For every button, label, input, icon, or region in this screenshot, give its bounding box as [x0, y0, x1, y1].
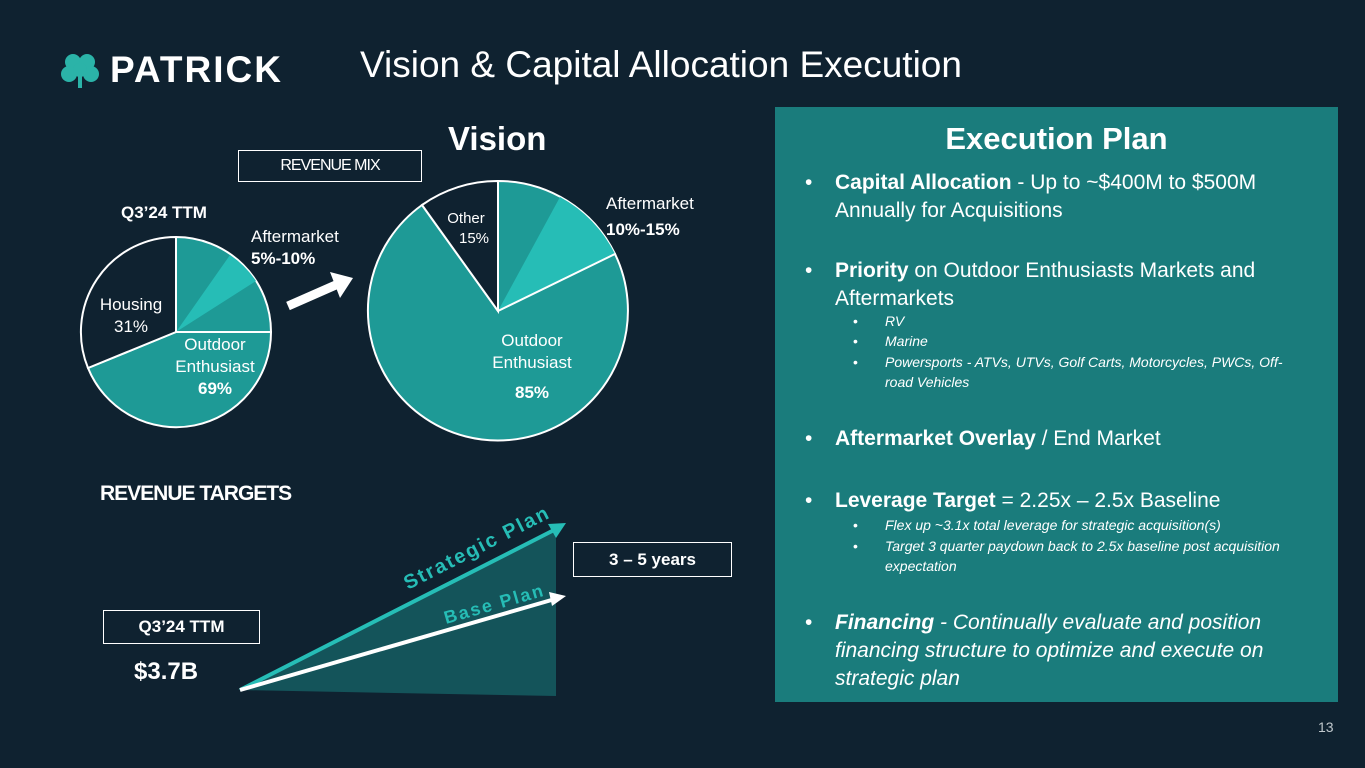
target-outdoor-name-1: Outdoor [501, 331, 563, 350]
sub-bullet-powersports: • Powersports - ATVs, UTVs, Golf Carts, M… [853, 354, 1283, 390]
target-other-name: Other [447, 210, 485, 227]
current-outdoor-name-1: Outdoor [184, 335, 246, 354]
strategic-plan-arrowhead [548, 523, 566, 538]
current-housing-slice [79, 235, 177, 370]
sub-bullet-text: Target 3 quarter paydown back to 2.5x ba… [885, 538, 1280, 574]
bullet-text: / End Market [1035, 427, 1161, 450]
bullet-bold: Aftermarket Overlay [835, 427, 1036, 450]
target-outdoor-name-2: Enthusiast [492, 353, 572, 372]
current-housing-value: 31% [113, 317, 149, 336]
bullet-bold: Leverage Target [835, 489, 996, 512]
sub-bullet-paydown: • Target 3 quarter paydown back to 2.5x b… [853, 536, 1283, 576]
target-other-value: 15% [458, 230, 490, 247]
base-plan-line [239, 597, 556, 692]
current-aftermarket-label: Aftermarket 5%-10% [251, 226, 339, 270]
target-aftermarket-value: 10%-15% [606, 220, 680, 239]
target-outdoor-label: Outdoor Enthusiast 85% [472, 330, 592, 404]
current-revenue-pie [79, 235, 273, 429]
bullet-priority: • Priority on Outdoor Enthusiasts Market… [805, 259, 1256, 310]
bullet-text: - Up to ~$400M to $500M Annually for Acq… [835, 171, 1257, 222]
target-outdoor-value: 85% [514, 383, 550, 402]
target-aftermarket-label: Aftermarket 10%-15% [606, 193, 694, 241]
transition-arrow [286, 272, 353, 311]
target-aftermarket-name: Aftermarket [606, 194, 694, 213]
revenue-mix-graphics [79, 179, 629, 442]
bullet-financing: • Financing - Continually evaluate and p… [805, 611, 1264, 690]
sub-bullet-text: Flex up ~3.1x total leverage for strateg… [885, 517, 1221, 533]
target-other-slice [420, 179, 499, 315]
sub-bullet-text: Powersports - ATVs, UTVs, Golf Carts, Mo… [885, 354, 1283, 390]
logo-text: PATRICK [110, 49, 283, 90]
current-outdoor-slice [86, 331, 273, 429]
horizon-box: 3 – 5 years [573, 542, 732, 577]
sub-bullet-rv: • RV [853, 311, 1283, 331]
sub-bullet-flex-up: • Flex up ~3.1x total leverage for strate… [853, 515, 1283, 535]
bullet-capital-allocation: • Capital Allocation - Up to ~$400M to $… [805, 171, 1257, 222]
bullet-aftermarket-overlay: • Aftermarket Overlay / End Market [805, 427, 1161, 450]
bullet-text: - Continually evaluate and position fina… [835, 611, 1264, 690]
bullet-text: on Outdoor Enthusiasts Markets and After… [835, 259, 1256, 310]
execution-plan-title: Execution Plan [945, 121, 1168, 156]
target-revenue-pie [366, 179, 629, 442]
current-period-label: Q3’24 TTM [121, 203, 207, 222]
bullet-text: = 2.25x – 2.5x Baseline [995, 489, 1221, 512]
sub-bullet-text: Marine [885, 333, 928, 349]
current-aftermarket-value: 5%-10% [251, 249, 316, 268]
slide-title: Vision & Capital Allocation Execution [360, 44, 962, 85]
current-outdoor-label: Outdoor Enthusiast 69% [160, 334, 270, 400]
page-number: 13 [1318, 719, 1334, 735]
patrick-logo: PATRICK [58, 50, 298, 90]
current-outdoor-value: 69% [197, 379, 233, 398]
bullet-leverage-target: • Leverage Target = 2.25x – 2.5x Baselin… [805, 489, 1221, 512]
base-plan-arrowhead [549, 592, 566, 606]
base-revenue-value: $3.7B [134, 658, 199, 685]
target-aftermarket-highlight [498, 197, 615, 311]
target-outdoor-slice [366, 203, 629, 442]
targets-period-box: Q3’24 TTM [103, 610, 260, 644]
target-other-label: Other 15% [436, 209, 496, 249]
revenue-mix-box: REVENUE MIX [238, 150, 422, 182]
current-aftermarket-highlight [176, 255, 256, 332]
revenue-targets-heading: REVENUE TARGETS [100, 482, 292, 505]
current-aftermarket-name: Aftermarket [251, 227, 339, 246]
bullet-bold: Capital Allocation [835, 171, 1012, 194]
strategic-plan-line [239, 527, 557, 692]
current-housing-name: Housing [99, 295, 163, 314]
sub-bullet-marine: • Marine [853, 331, 1283, 351]
bullet-bold: Financing [835, 611, 935, 634]
execution-plan-panel: Execution Plan • Capital Allocation - Up… [775, 107, 1338, 702]
revenue-targets-graphic: Strategic Plan Base Plan [238, 502, 566, 696]
sub-bullet-text: RV [885, 313, 905, 329]
bullet-bold: Priority [835, 259, 909, 282]
current-housing-label: Housing 31% [96, 294, 166, 338]
vision-heading: Vision [448, 120, 547, 157]
shamrock-icon [61, 54, 99, 88]
current-outdoor-name-2: Enthusiast [175, 357, 255, 376]
